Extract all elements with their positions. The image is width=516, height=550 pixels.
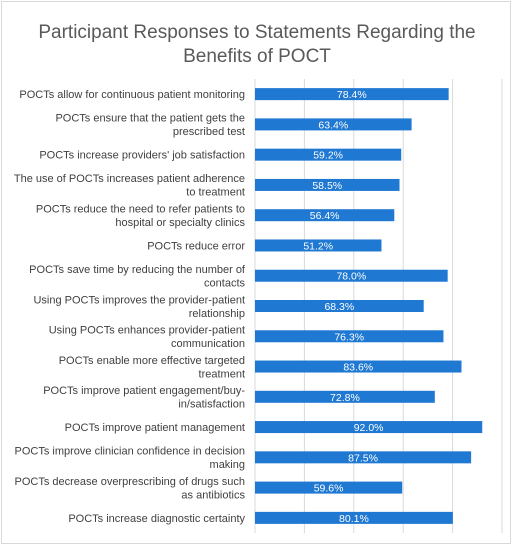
- chart-title-line: Benefits of POCT: [183, 46, 331, 67]
- category-label: relationship: [189, 308, 245, 320]
- bar: [255, 511, 453, 524]
- category-label: POCTs improve patient management: [65, 422, 245, 434]
- category-label: POCTs increase providers' job satisfacti…: [39, 150, 245, 162]
- category-label: POCTs improve patient engagement/buy-: [43, 385, 245, 397]
- category-label: POCTs decrease overprescribing of drugs …: [15, 476, 246, 488]
- chart-frame: Participant Responses to Statements Rega…: [1, 1, 511, 544]
- data-label: 83.6%: [343, 362, 373, 374]
- data-label: 92.0%: [354, 422, 384, 434]
- category-label: contacts: [204, 277, 245, 289]
- category-label: POCTs improve clinician confidence in de…: [15, 446, 246, 458]
- category-label: POCTs save time by reducing the number o…: [29, 264, 246, 276]
- category-label: POCTs reduce the need to refer patients …: [36, 203, 245, 215]
- bar: [255, 481, 403, 494]
- data-label: 78.4%: [337, 89, 367, 101]
- bar: [255, 330, 444, 343]
- bar: [255, 360, 462, 373]
- bar: [255, 269, 448, 282]
- category-label: prescribed test: [173, 126, 245, 138]
- bar: [255, 88, 449, 101]
- data-label: 68.3%: [324, 301, 354, 313]
- chart-title-line: Participant Responses to Statements Rega…: [38, 22, 475, 43]
- category-label: POCTs reduce error: [147, 240, 245, 252]
- category-labels: POCTs allow for continuous patient monit…: [14, 89, 246, 525]
- bar: [255, 451, 472, 464]
- data-label: 87.5%: [348, 452, 378, 464]
- bar: [255, 118, 412, 131]
- data-label: 56.4%: [310, 210, 340, 222]
- bar: [255, 178, 400, 191]
- bar: [255, 148, 402, 161]
- bar: [255, 239, 382, 252]
- bar: [255, 390, 435, 403]
- bars: 78.4% 63.4% 59.2% 58.5% 56.4% 51.2% 78.0% 68.3%…: [255, 88, 483, 525]
- bar-chart: Participant Responses to Statements Rega…: [14, 22, 503, 533]
- category-label: to treatment: [186, 187, 245, 199]
- data-label: 51.2%: [303, 240, 333, 252]
- data-label: 80.1%: [339, 513, 369, 525]
- bar: [255, 209, 395, 222]
- category-label: making: [210, 459, 245, 471]
- category-label: as antibiotics: [181, 489, 245, 501]
- category-label: in/satisfaction: [178, 399, 245, 411]
- data-label: 63.4%: [318, 119, 348, 131]
- data-label: 72.8%: [330, 392, 360, 404]
- data-label: 76.3%: [334, 331, 364, 343]
- category-label: treatment: [199, 368, 245, 380]
- data-label: 59.6%: [314, 483, 344, 495]
- data-label: 58.5%: [312, 180, 342, 192]
- category-label: The use of POCTs increases patient adher…: [14, 173, 245, 185]
- bar: [255, 421, 483, 434]
- bar: [255, 300, 424, 312]
- category-label: POCTs ensure that the patient gets the: [55, 113, 245, 125]
- category-label: Using POCTs enhances provider-patient: [49, 325, 245, 337]
- category-label: POCTs enable more effective targeted: [59, 355, 245, 367]
- category-label: POCTs allow for continuous patient monit…: [19, 89, 245, 101]
- category-label: Using POCTs improves the provider-patien…: [33, 294, 245, 306]
- data-label: 78.0%: [336, 271, 366, 283]
- data-label: 59.2%: [313, 150, 343, 162]
- category-label: hospital or specialty clinics: [115, 217, 245, 229]
- chart-title: Participant Responses to Statements Rega…: [38, 22, 475, 67]
- category-label: communication: [171, 338, 245, 350]
- category-label: POCTs increase diagnostic certainty: [68, 513, 245, 525]
